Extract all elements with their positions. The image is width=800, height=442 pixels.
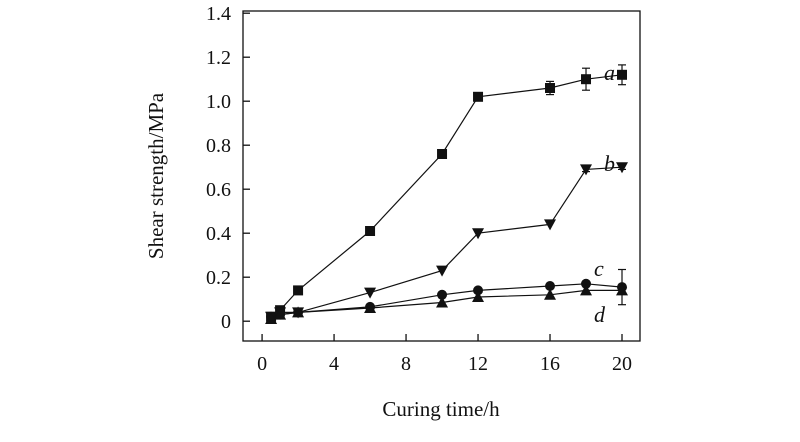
y-tick-label: 1.2 xyxy=(206,47,231,69)
x-axis-label: Curing time/h xyxy=(382,397,500,421)
series-d xyxy=(265,284,629,324)
data-point xyxy=(580,284,593,296)
y-tick-label: 1.0 xyxy=(206,91,231,113)
data-point xyxy=(616,284,629,296)
data-point xyxy=(544,288,557,300)
data-point xyxy=(581,278,592,289)
data-point xyxy=(617,69,628,80)
y-tick-label: 1.4 xyxy=(206,3,231,25)
data-point xyxy=(544,219,557,231)
data-point xyxy=(581,74,592,85)
x-tick-label: 4 xyxy=(329,353,339,375)
series-label-d: d xyxy=(594,302,606,327)
y-tick-label: 0.8 xyxy=(206,135,231,157)
series-c xyxy=(266,268,628,322)
data-point xyxy=(437,289,448,300)
y-tick-label: 0.4 xyxy=(206,223,231,245)
data-point xyxy=(472,291,485,302)
series-a xyxy=(266,64,628,322)
data-point xyxy=(473,91,484,102)
y-tick-label: 0 xyxy=(221,311,231,333)
x-tick-label: 20 xyxy=(612,353,632,375)
data-point xyxy=(436,296,449,308)
x-tick-label: 8 xyxy=(401,353,411,375)
y-axis-label: Shear strength/MPa xyxy=(144,92,168,259)
data-point xyxy=(473,285,484,296)
data-point xyxy=(436,265,449,277)
data-point xyxy=(365,226,376,236)
data-point xyxy=(364,287,377,299)
data-point xyxy=(292,306,305,318)
y-tick-label: 0.2 xyxy=(206,267,231,289)
data-point xyxy=(545,281,556,291)
data-point xyxy=(364,302,377,313)
series-line-c xyxy=(270,283,623,318)
x-tick-label: 12 xyxy=(468,353,488,375)
plot-frame xyxy=(242,10,641,342)
data-point xyxy=(293,285,304,296)
series-b xyxy=(265,162,629,323)
series-label-b: b xyxy=(604,151,615,176)
data-point xyxy=(265,313,278,324)
series-label-a: a xyxy=(604,60,615,85)
data-point xyxy=(545,83,556,93)
data-point xyxy=(580,164,593,176)
y-tick-label: 0.6 xyxy=(206,179,231,201)
series-label-c: c xyxy=(594,256,604,281)
x-tick-label: 0 xyxy=(257,353,267,375)
data-point xyxy=(437,149,448,159)
data-point xyxy=(274,308,287,320)
data-point xyxy=(472,228,485,240)
x-tick-label: 16 xyxy=(540,353,560,375)
data-point xyxy=(616,162,629,174)
